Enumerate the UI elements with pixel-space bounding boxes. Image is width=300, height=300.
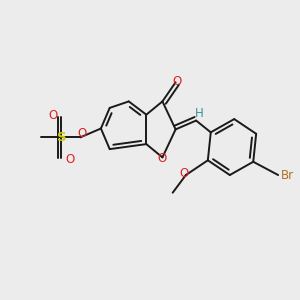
Text: O: O (179, 167, 188, 180)
Text: S: S (57, 131, 66, 144)
Text: H: H (195, 107, 204, 120)
Text: O: O (49, 109, 58, 122)
Text: O: O (158, 152, 167, 165)
Text: O: O (172, 75, 182, 88)
Text: O: O (65, 153, 74, 166)
Text: Br: Br (281, 169, 294, 182)
Text: O: O (77, 127, 86, 140)
